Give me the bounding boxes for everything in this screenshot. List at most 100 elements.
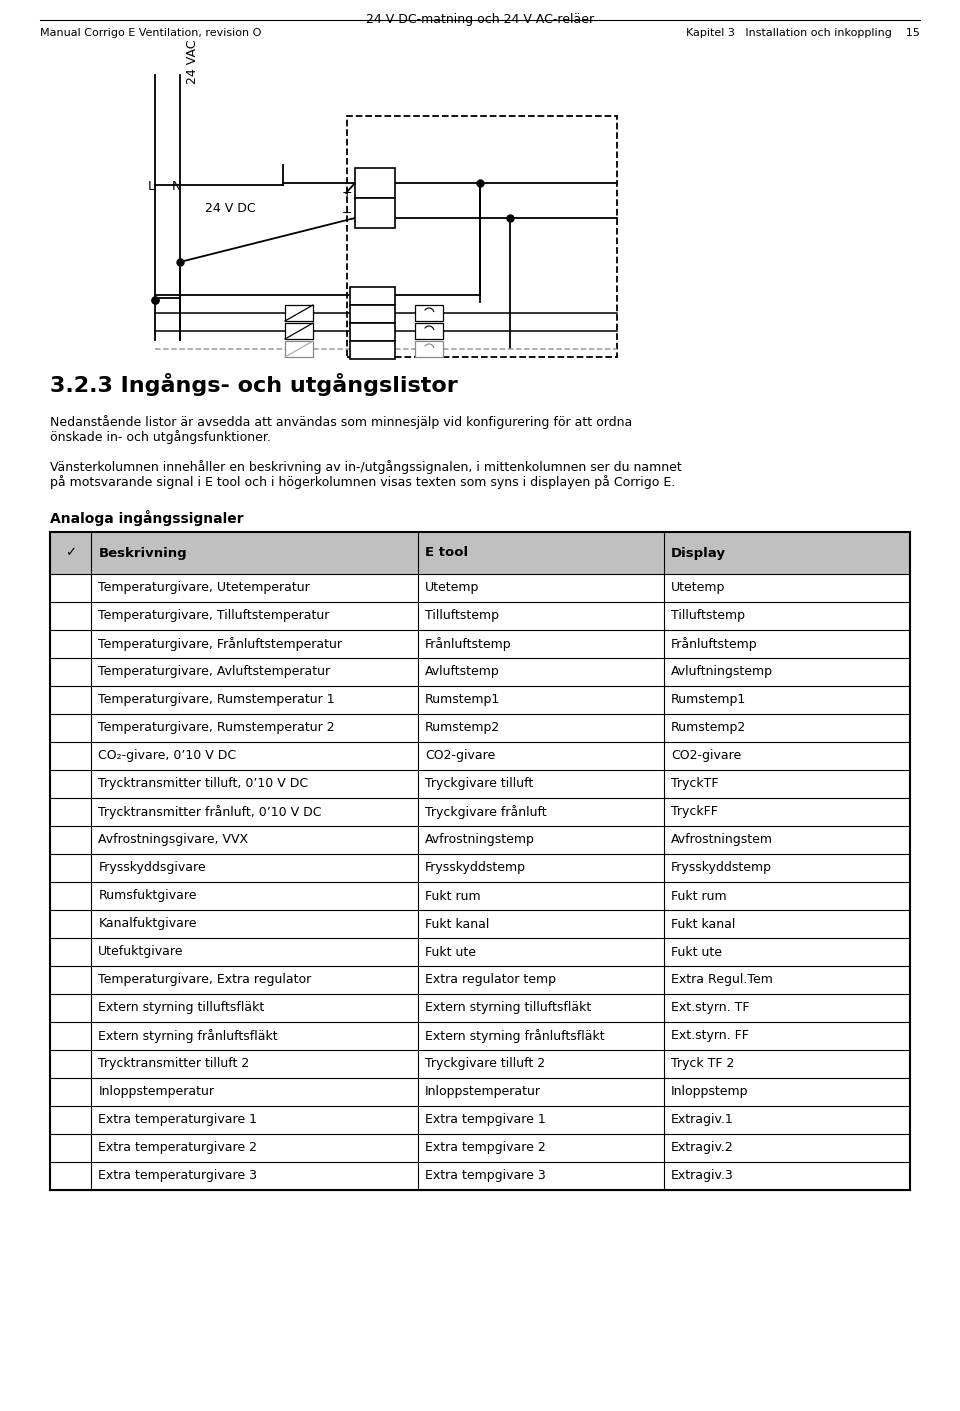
Text: Frånluftstemp: Frånluftstemp	[671, 636, 757, 650]
Text: Rumstemp2: Rumstemp2	[425, 721, 500, 735]
Text: Avluftningstemp: Avluftningstemp	[671, 666, 773, 679]
Bar	[50, 658, 910, 686]
Bar	[50, 825, 910, 854]
FancyBboxPatch shape	[285, 341, 313, 357]
Text: L: L	[148, 181, 156, 193]
Bar	[50, 742, 910, 770]
Text: Display: Display	[671, 546, 726, 560]
Text: Temperaturgivare, Avluftstemperatur: Temperaturgivare, Avluftstemperatur	[98, 666, 330, 679]
Text: Temperaturgivare, Extra regulator: Temperaturgivare, Extra regulator	[98, 974, 312, 986]
Text: 24 VAC: 24 VAC	[186, 40, 200, 85]
Bar	[50, 1163, 910, 1189]
Bar	[50, 686, 910, 714]
Text: Tryckgivare tilluft: Tryckgivare tilluft	[425, 777, 534, 790]
Text: Rumsfuktgivare: Rumsfuktgivare	[98, 889, 197, 903]
Text: 24 V DC-matning och 24 V AC-reläer: 24 V DC-matning och 24 V AC-reläer	[366, 13, 594, 25]
Text: Inloppstemp: Inloppstemp	[671, 1085, 749, 1099]
Text: Avfrostningstem: Avfrostningstem	[671, 834, 773, 847]
Bar	[50, 1106, 910, 1134]
Bar	[50, 1078, 910, 1106]
Text: Extra regulator temp: Extra regulator temp	[425, 974, 556, 986]
Text: 3.2.3 Ingångs- och utgångslistor: 3.2.3 Ingångs- och utgångslistor	[50, 373, 458, 396]
Text: Tilluftstemp: Tilluftstemp	[671, 610, 745, 622]
Bar	[50, 770, 910, 799]
Text: Kanalfuktgivare: Kanalfuktgivare	[98, 917, 197, 930]
Text: Utetemp: Utetemp	[671, 581, 726, 594]
Text: Frysskyddstemp: Frysskyddstemp	[671, 862, 772, 875]
Text: Temperaturgivare, Utetemperatur: Temperaturgivare, Utetemperatur	[98, 581, 310, 594]
Bar	[50, 938, 910, 967]
FancyBboxPatch shape	[415, 305, 443, 320]
FancyBboxPatch shape	[285, 305, 313, 320]
FancyBboxPatch shape	[350, 305, 395, 323]
Text: Extra temperaturgivare 3: Extra temperaturgivare 3	[98, 1170, 257, 1182]
Text: Frånluftstemp: Frånluftstemp	[425, 636, 512, 650]
Text: Temperaturgivare, Tilluftstemperatur: Temperaturgivare, Tilluftstemperatur	[98, 610, 329, 622]
Text: Fukt kanal: Fukt kanal	[425, 917, 490, 930]
Text: CO2-givare: CO2-givare	[425, 749, 495, 762]
Text: Frysskyddstemp: Frysskyddstemp	[425, 862, 526, 875]
Text: Fukt rum: Fukt rum	[425, 889, 481, 903]
Text: Temperaturgivare, Frånluftstemperatur: Temperaturgivare, Frånluftstemperatur	[98, 636, 343, 650]
Text: Tryckgivare frånluft: Tryckgivare frånluft	[425, 806, 546, 818]
Text: Rumstemp1: Rumstemp1	[671, 693, 746, 707]
Text: Fukt ute: Fukt ute	[671, 945, 722, 958]
Text: Utefuktgivare: Utefuktgivare	[98, 945, 183, 958]
Bar	[50, 993, 910, 1022]
Text: Rumstemp2: Rumstemp2	[671, 721, 746, 735]
Text: Fukt rum: Fukt rum	[671, 889, 727, 903]
Bar	[50, 574, 910, 602]
Text: Extern styrning tilluftsfläkt: Extern styrning tilluftsfläkt	[98, 1002, 265, 1015]
Text: Extra tempgivare 2: Extra tempgivare 2	[425, 1141, 546, 1154]
Bar	[50, 602, 910, 629]
FancyBboxPatch shape	[285, 323, 313, 339]
Text: Utetemp: Utetemp	[425, 581, 479, 594]
Text: CO₂-givare, 0’10 V DC: CO₂-givare, 0’10 V DC	[98, 749, 236, 762]
Text: TryckFF: TryckFF	[671, 806, 718, 818]
Text: Extragiv.1: Extragiv.1	[671, 1113, 733, 1126]
Bar	[50, 1022, 910, 1050]
Text: Extern styrning frånluftsfläkt: Extern styrning frånluftsfläkt	[98, 1029, 277, 1043]
Text: Extra tempgivare 1: Extra tempgivare 1	[425, 1113, 546, 1126]
Text: Avluftstemp: Avluftstemp	[425, 666, 500, 679]
Text: Frysskyddsgivare: Frysskyddsgivare	[98, 862, 205, 875]
Text: Extern styrning tilluftsfläkt: Extern styrning tilluftsfläkt	[425, 1002, 591, 1015]
Bar	[50, 882, 910, 910]
Text: Kapitel 3   Installation och inkoppling    15: Kapitel 3 Installation och inkoppling 15	[686, 28, 920, 38]
Text: Vänsterkolumnen innehåller en beskrivning av in-/utgångssignalen, i mittenkolumn: Vänsterkolumnen innehåller en beskrivnin…	[50, 460, 682, 474]
Text: −: −	[342, 206, 352, 220]
Text: Ext.styrn. TF: Ext.styrn. TF	[671, 1002, 750, 1015]
Text: 11: 11	[365, 308, 380, 320]
Text: Fukt kanal: Fukt kanal	[671, 917, 735, 930]
Text: Extra tempgivare 3: Extra tempgivare 3	[425, 1170, 546, 1182]
Bar	[50, 1050, 910, 1078]
Bar	[50, 854, 910, 882]
Text: E tool: E tool	[425, 546, 468, 560]
Text: Inloppstemperatur: Inloppstemperatur	[425, 1085, 541, 1099]
Text: ✓: ✓	[65, 546, 76, 560]
Text: Extern styrning frånluftsfläkt: Extern styrning frånluftsfläkt	[425, 1029, 605, 1043]
Text: Analoga ingångssignaler: Analoga ingångssignaler	[50, 509, 244, 526]
FancyBboxPatch shape	[350, 341, 395, 358]
Text: Manual Corrigo E Ventilation, revision O: Manual Corrigo E Ventilation, revision O	[40, 28, 261, 38]
FancyBboxPatch shape	[355, 198, 395, 229]
Text: Trycktransmitter tilluft 2: Trycktransmitter tilluft 2	[98, 1057, 250, 1071]
FancyBboxPatch shape	[350, 323, 395, 341]
Text: G₀: G₀	[367, 206, 383, 220]
Text: 24 V DC: 24 V DC	[205, 202, 255, 214]
Text: på motsvarande signal i E tool och i högerkolumnen visas texten som syns i displ: på motsvarande signal i E tool och i hög…	[50, 476, 675, 490]
Text: Extra temperaturgivare 2: Extra temperaturgivare 2	[98, 1141, 257, 1154]
Bar	[50, 799, 910, 825]
Bar	[50, 629, 910, 658]
FancyBboxPatch shape	[350, 286, 395, 305]
Text: 12: 12	[365, 326, 380, 339]
Text: Extra Regul.Tem: Extra Regul.Tem	[671, 974, 773, 986]
Text: Extra temperaturgivare 1: Extra temperaturgivare 1	[98, 1113, 257, 1126]
Text: Temperaturgivare, Rumstemperatur 1: Temperaturgivare, Rumstemperatur 1	[98, 693, 335, 707]
Text: Fukt ute: Fukt ute	[425, 945, 476, 958]
Text: +: +	[342, 185, 352, 199]
Text: TryckTF: TryckTF	[671, 777, 718, 790]
Text: önskade in- och utgångsfunktioner.: önskade in- och utgångsfunktioner.	[50, 430, 271, 444]
FancyBboxPatch shape	[415, 341, 443, 357]
Bar	[50, 714, 910, 742]
